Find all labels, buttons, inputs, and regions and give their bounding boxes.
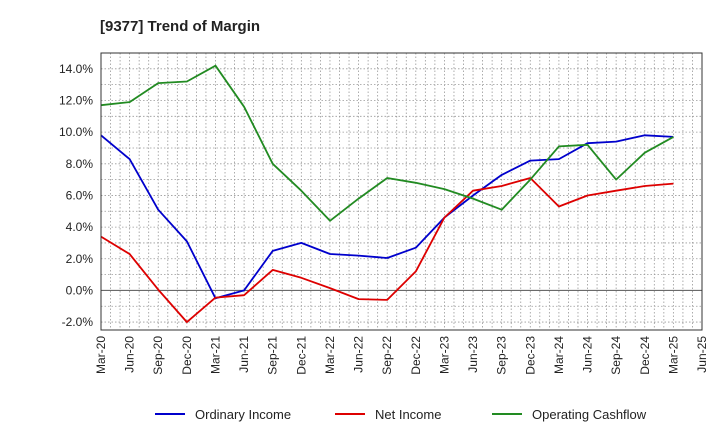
x-tick-label: Dec-22 — [409, 336, 423, 375]
ordinary-income-line — [100, 134, 674, 300]
grid-lines — [101, 53, 702, 330]
x-tick-label: Dec-23 — [523, 336, 537, 375]
x-tick-label: Dec-20 — [180, 336, 194, 375]
y-tick-label: 4.0% — [66, 220, 94, 234]
chart-title: [9377] Trend of Margin — [100, 18, 260, 35]
x-tick-label: Jun-21 — [237, 336, 251, 373]
x-tick-label: Sep-21 — [266, 336, 280, 375]
y-tick-label: 2.0% — [66, 252, 94, 266]
y-tick-label: -2.0% — [62, 315, 94, 329]
legend: Ordinary Income Net Income Operating Cashf… — [155, 407, 647, 422]
plot-frame — [100, 52, 703, 331]
x-tick-label: Sep-22 — [380, 336, 394, 375]
y-tick-label: 12.0% — [59, 93, 93, 107]
x-tick-label: Jun-25 — [695, 336, 709, 373]
x-axis-ticks: Mar-20 Jun-20 Sep-20 Dec-20 Mar-21 Jun-21 Sep-… — [94, 336, 709, 375]
y-tick-label: 6.0% — [66, 188, 94, 202]
x-tick-label: Mar-22 — [323, 336, 337, 374]
y-tick-label: 10.0% — [59, 125, 93, 139]
x-tick-label: Dec-24 — [638, 336, 652, 375]
x-tick-label: Sep-24 — [609, 336, 623, 375]
x-tick-label: Mar-20 — [94, 336, 108, 374]
legend-label: Ordinary Income — [195, 407, 291, 422]
x-tick-label: Jun-24 — [581, 336, 595, 373]
x-tick-label: Jun-22 — [352, 336, 366, 373]
x-tick-label: Jun-20 — [123, 336, 137, 373]
legend-label: Net Income — [375, 407, 441, 422]
legend-label: Operating Cashflow — [532, 407, 647, 422]
y-tick-label: 8.0% — [66, 157, 94, 171]
x-tick-label: Mar-24 — [552, 336, 566, 374]
y-axis-ticks: -2.0% 0.0% 2.0% 4.0% 6.0% 8.0% 10.0% 12.0% 14.0% — [59, 62, 93, 329]
x-tick-label: Mar-21 — [208, 336, 222, 374]
operating-cashflow-line — [100, 64, 674, 222]
x-tick-label: Mar-25 — [666, 336, 680, 374]
net-income-line — [100, 177, 674, 324]
x-tick-label: Dec-21 — [294, 336, 308, 375]
x-tick-label: Sep-20 — [151, 336, 165, 375]
series-lines — [100, 64, 674, 324]
y-tick-label: 14.0% — [59, 62, 93, 76]
x-tick-label: Sep-23 — [495, 336, 509, 375]
x-tick-label: Mar-23 — [437, 336, 451, 374]
x-tick-label: Jun-23 — [466, 336, 480, 373]
plot-area — [101, 53, 702, 330]
y-tick-label: 0.0% — [66, 283, 94, 297]
